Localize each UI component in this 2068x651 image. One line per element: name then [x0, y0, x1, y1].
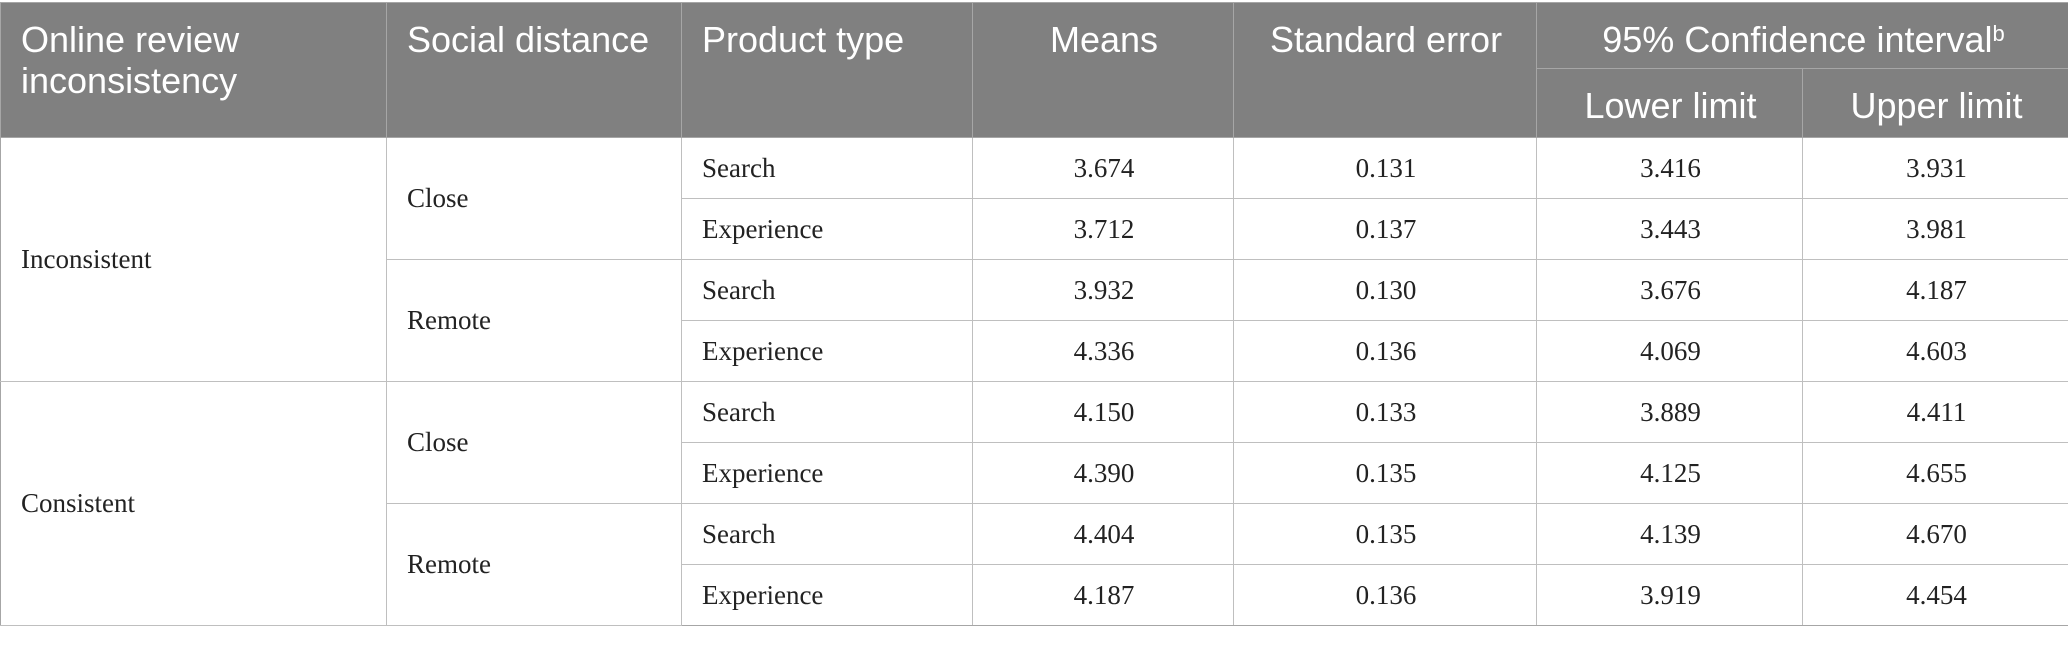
header-confidence-interval: 95% Confidence intervalb — [1535, 2, 2068, 69]
header-product-type: Product type — [681, 2, 973, 138]
cell-review-inconsistency: Inconsistent — [0, 137, 387, 382]
cell-lower-limit: 4.069 — [1536, 320, 1803, 382]
cell-product-type: Search — [681, 503, 973, 565]
table-row: Consistent Close Search 4.150 0.133 3.889 4.41… — [0, 381, 2068, 626]
cell-standard-error: 0.135 — [1233, 442, 1537, 504]
header-confidence-interval-footnote-mark: b — [1992, 21, 2005, 46]
header-social-distance: Social distance — [386, 2, 682, 138]
header-online-review-inconsistency: Online review inconsistency — [0, 2, 387, 138]
header-row-1: Online review inconsistency Social dista… — [0, 2, 2068, 138]
cell-mean: 4.187 — [972, 564, 1234, 626]
cell-social-distance: Close — [386, 381, 682, 504]
header-lower-limit: Lower limit — [1536, 68, 1803, 138]
estimated-means-table: Online review inconsistency Social dista… — [0, 2, 2068, 626]
header-means: Means — [972, 2, 1234, 138]
table-row: Experience 4.187 0.136 3.919 4.454 — [1, 564, 2068, 626]
cell-mean: 4.390 — [972, 442, 1234, 504]
cell-standard-error: 0.137 — [1233, 198, 1537, 260]
cell-social-distance: Remote — [386, 503, 682, 626]
cell-upper-limit: 4.603 — [1801, 320, 2068, 382]
table-header: Online review inconsistency Social dista… — [0, 2, 2068, 138]
cell-standard-error: 0.131 — [1233, 137, 1537, 199]
cell-social-distance: Remote — [386, 259, 682, 382]
cell-upper-limit: 3.931 — [1801, 137, 2068, 199]
cell-product-type: Experience — [681, 442, 973, 504]
cell-standard-error: 0.136 — [1233, 320, 1537, 382]
header-upper-limit: Upper limit — [1801, 68, 2068, 138]
cell-product-type: Search — [681, 259, 973, 321]
table-row: Experience 3.712 0.137 3.443 3.981 — [1, 198, 2068, 260]
cell-upper-limit: 3.981 — [1801, 198, 2068, 260]
cell-standard-error: 0.133 — [1233, 381, 1537, 443]
cell-social-distance: Close — [386, 137, 682, 260]
cell-upper-limit: 4.670 — [1801, 503, 2068, 565]
cell-standard-error: 0.135 — [1233, 503, 1537, 565]
cell-standard-error: 0.136 — [1233, 564, 1537, 626]
cell-product-type: Search — [681, 137, 973, 199]
cell-product-type: Search — [681, 381, 973, 443]
cell-mean: 3.712 — [972, 198, 1234, 260]
table-body: Inconsistent Close Search 3.674 0.131 3.416 3.… — [0, 137, 2068, 626]
table-row: Inconsistent Close Search 3.674 0.131 3.416 3.… — [0, 137, 2068, 382]
cell-mean: 4.150 — [972, 381, 1234, 443]
cell-lower-limit: 3.919 — [1536, 564, 1803, 626]
cell-upper-limit: 4.187 — [1801, 259, 2068, 321]
cell-product-type: Experience — [681, 564, 973, 626]
cell-review-inconsistency: Consistent — [0, 381, 387, 626]
table-row: Experience 4.390 0.135 4.125 4.655 — [1, 442, 2068, 504]
cell-upper-limit: 4.411 — [1801, 381, 2068, 443]
cell-mean: 3.932 — [972, 259, 1234, 321]
header-confidence-interval-label: 95% Confidence interval — [1602, 19, 1993, 60]
cell-upper-limit: 4.655 — [1801, 442, 2068, 504]
cell-mean: 3.674 — [972, 137, 1234, 199]
cell-mean: 4.404 — [972, 503, 1234, 565]
table-row: Experience 4.336 0.136 4.069 4.603 — [1, 320, 2068, 382]
cell-mean: 4.336 — [972, 320, 1234, 382]
cell-standard-error: 0.130 — [1233, 259, 1537, 321]
cell-lower-limit: 3.416 — [1536, 137, 1803, 199]
cell-lower-limit: 3.889 — [1536, 381, 1803, 443]
cell-lower-limit: 3.443 — [1536, 198, 1803, 260]
cell-lower-limit: 3.676 — [1536, 259, 1803, 321]
cell-product-type: Experience — [681, 198, 973, 260]
header-standard-error: Standard error — [1233, 2, 1537, 138]
cell-product-type: Experience — [681, 320, 973, 382]
table-row: Remote Search 3.932 0.130 3.676 4.187 — [1, 259, 2068, 382]
cell-upper-limit: 4.454 — [1801, 564, 2068, 626]
cell-lower-limit: 4.125 — [1536, 442, 1803, 504]
cell-lower-limit: 4.139 — [1536, 503, 1803, 565]
header-row-2: Lower limit Upper limit — [1, 68, 2068, 138]
